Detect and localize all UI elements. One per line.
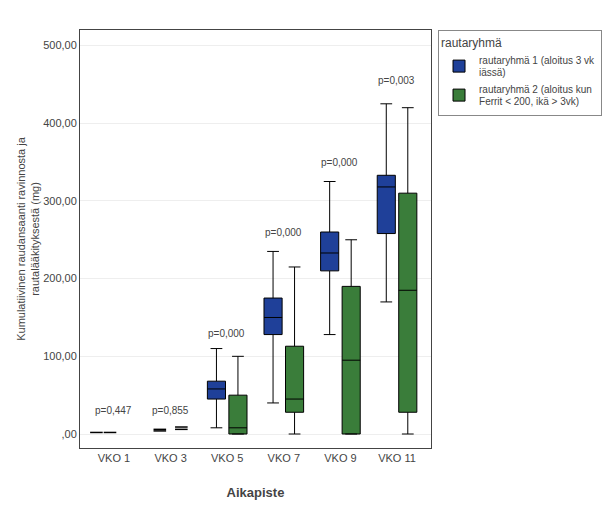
svg-text:Aikapiste: Aikapiste	[227, 485, 285, 500]
svg-text:400,00: 400,00	[43, 117, 77, 129]
svg-text:VKO 11: VKO 11	[378, 452, 416, 464]
svg-text:rautaryhmä 2 (aloitus kunFerri: rautaryhmä 2 (aloitus kunFerrit < 200, i…	[479, 84, 592, 108]
svg-text:VKO 7: VKO 7	[268, 452, 300, 464]
svg-text:p=0,000: p=0,000	[265, 227, 302, 238]
svg-text:p=0,855: p=0,855	[152, 405, 189, 416]
svg-text:p=0,003: p=0,003	[378, 75, 415, 86]
svg-text:p=0,000: p=0,000	[321, 157, 358, 168]
svg-text:rautaryhmä: rautaryhmä	[441, 36, 502, 50]
svg-text:100,00: 100,00	[43, 350, 77, 362]
svg-text:,00: ,00	[62, 428, 77, 440]
svg-text:Kumulatiivinen raudansaanti ra: Kumulatiivinen raudansaanti ravinnosta j…	[15, 136, 41, 341]
svg-text:300,00: 300,00	[43, 195, 77, 207]
svg-text:200,00: 200,00	[43, 272, 77, 284]
svg-text:p=0,000: p=0,000	[208, 328, 245, 339]
svg-text:VKO 9: VKO 9	[324, 452, 356, 464]
svg-text:500,00: 500,00	[43, 39, 77, 51]
svg-text:VKO 5: VKO 5	[211, 452, 243, 464]
svg-text:rautaryhmä 1 (aloitus 3 vkiäss: rautaryhmä 1 (aloitus 3 vkiässä)	[479, 55, 595, 79]
svg-text:p=0,447: p=0,447	[95, 405, 132, 416]
svg-text:VKO 3: VKO 3	[154, 452, 186, 464]
svg-text:VKO 1: VKO 1	[98, 452, 130, 464]
